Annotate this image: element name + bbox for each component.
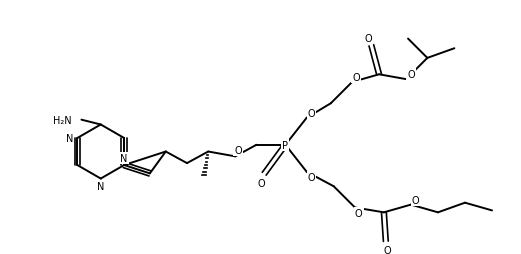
Text: O: O [308, 108, 315, 118]
Text: N: N [97, 182, 104, 192]
Text: O: O [407, 70, 415, 80]
Text: O: O [234, 145, 242, 155]
Text: O: O [412, 195, 419, 205]
Text: O: O [365, 34, 373, 43]
Text: O: O [308, 172, 315, 182]
Text: O: O [355, 209, 363, 218]
Text: P: P [282, 140, 289, 150]
Text: O: O [352, 73, 359, 83]
Text: N: N [66, 133, 73, 144]
Text: N: N [120, 154, 128, 164]
Text: H₂N: H₂N [53, 115, 72, 125]
Text: O: O [257, 179, 265, 189]
Text: O: O [384, 245, 392, 254]
